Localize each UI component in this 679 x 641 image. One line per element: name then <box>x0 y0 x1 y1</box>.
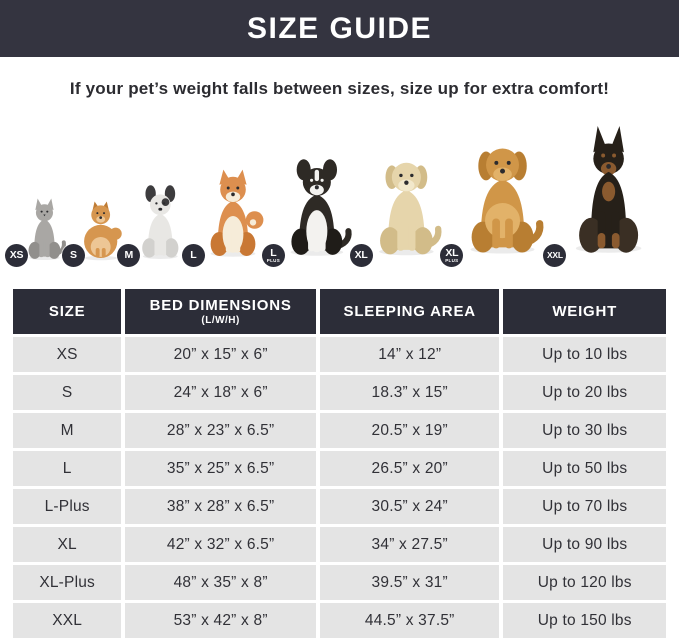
animal-french-bulldog-m: M <box>117 184 193 268</box>
shiba-inu-icon <box>210 169 264 257</box>
cell-size: XS <box>13 337 122 372</box>
size-badge-l-plus: L PLUS <box>261 244 285 267</box>
doberman-icon <box>576 126 642 253</box>
animal-doberman-xxl: XXL <box>543 126 663 268</box>
size-badge-xl: XL <box>349 244 373 267</box>
french-bulldog-icon <box>142 185 179 259</box>
cell-bed-dimensions: 38” x 28” x 6.5” <box>125 489 316 524</box>
cell-sleeping-area: 39.5” x 31” <box>319 565 500 600</box>
table-row: XXL 53” x 42” x 8” 44.5” x 37.5” Up to 1… <box>13 603 666 638</box>
golden-retriever-icon <box>470 148 544 254</box>
size-badge-xxl: XXL <box>543 244 567 267</box>
column-header-sleeping-area: SLEEPING AREA <box>319 289 500 334</box>
animal-pomeranian-s: S <box>61 196 128 268</box>
table-row: M 28” x 23” x 6.5” 20.5” x 19” Up to 30 … <box>13 413 666 448</box>
table-body: XS 20” x 15” x 6” 14” x 12” Up to 10 lbs… <box>13 337 666 638</box>
cell-weight: Up to 20 lbs <box>503 375 666 410</box>
cell-sleeping-area: 18.3” x 15” <box>319 375 500 410</box>
column-header-weight: WEIGHT <box>503 289 666 334</box>
pomeranian-icon <box>83 201 122 261</box>
cell-bed-dimensions: 42” x 32” x 6.5” <box>125 527 316 562</box>
size-badge-s: S <box>61 244 85 267</box>
animal-golden-retriever-xl-plus: XL PLUS <box>440 134 554 268</box>
table-row: S 24” x 18” x 6” 18.3” x 15” Up to 20 lb… <box>13 375 666 410</box>
cell-size: XXL <box>13 603 122 638</box>
cell-bed-dimensions: 35” x 25” x 6.5” <box>125 451 316 486</box>
cell-weight: Up to 90 lbs <box>503 527 666 562</box>
cell-sleeping-area: 14” x 12” <box>319 337 500 372</box>
labrador-icon <box>378 162 442 256</box>
cell-bed-dimensions: 20” x 15” x 6” <box>125 337 316 372</box>
cell-sleeping-area: 44.5” x 37.5” <box>319 603 500 638</box>
cat-icon <box>28 198 66 261</box>
cell-sleeping-area: 30.5” x 24” <box>319 489 500 524</box>
table-row: XS 20” x 15” x 6” 14” x 12” Up to 10 lbs <box>13 337 666 372</box>
sizing-advice-text: If your pet’s weight falls between sizes… <box>69 79 610 98</box>
cell-size: L-Plus <box>13 489 122 524</box>
animal-size-row: XS S <box>0 115 679 268</box>
table-row: XL 42” x 32” x 6.5” 34” x 27.5” Up to 90… <box>13 527 666 562</box>
cell-bed-dimensions: 28” x 23” x 6.5” <box>125 413 316 448</box>
cell-size: XL-Plus <box>13 565 122 600</box>
column-header-size: SIZE <box>13 289 122 334</box>
size-guide-banner: SIZE GUIDE <box>0 0 679 57</box>
cell-weight: Up to 30 lbs <box>503 413 666 448</box>
cell-bed-dimensions: 24” x 18” x 6” <box>125 375 316 410</box>
cell-weight: Up to 150 lbs <box>503 603 666 638</box>
cell-size: XL <box>13 527 122 562</box>
cell-bed-dimensions: 48” x 35” x 8” <box>125 565 316 600</box>
cell-sleeping-area: 26.5” x 20” <box>319 451 500 486</box>
size-table: SIZE BED DIMENSIONS (L/W/H) SLEEPING AREA… <box>13 289 666 638</box>
cell-sleeping-area: 20.5” x 19” <box>319 413 500 448</box>
animal-labrador-xl: XL <box>349 150 452 268</box>
column-header-bed-dimensions: BED DIMENSIONS (L/W/H) <box>125 289 316 334</box>
table-row: L 35” x 25” x 6.5” 26.5” x 20” Up to 50 … <box>13 451 666 486</box>
table-header-row: SIZE BED DIMENSIONS (L/W/H) SLEEPING AREA… <box>13 289 666 334</box>
cell-bed-dimensions: 53” x 42” x 8” <box>125 603 316 638</box>
animal-border-collie-l-plus: L PLUS <box>261 154 361 268</box>
cell-sleeping-area: 34” x 27.5” <box>319 527 500 562</box>
size-badge-xs: XS <box>5 244 28 267</box>
cell-weight: Up to 10 lbs <box>503 337 666 372</box>
size-badge-l: L <box>181 244 205 267</box>
page-title: SIZE GUIDE <box>246 11 433 45</box>
cell-size: M <box>13 413 122 448</box>
table-row: XL-Plus 48” x 35” x 8” 39.5” x 31” Up to… <box>13 565 666 600</box>
cell-weight: Up to 120 lbs <box>503 565 666 600</box>
cell-weight: Up to 70 lbs <box>503 489 666 524</box>
border-collie-icon <box>290 159 352 256</box>
cell-size: L <box>13 451 122 486</box>
cell-size: S <box>13 375 122 410</box>
cell-weight: Up to 50 lbs <box>503 451 666 486</box>
animal-cat-xs: XS <box>5 194 73 268</box>
size-badge-m: M <box>117 244 141 267</box>
animal-shiba-l: L <box>181 164 273 268</box>
size-badge-xl-plus: XL PLUS <box>440 244 464 267</box>
table-row: L-Plus 38” x 28” x 6.5” 30.5” x 24” Up t… <box>13 489 666 524</box>
